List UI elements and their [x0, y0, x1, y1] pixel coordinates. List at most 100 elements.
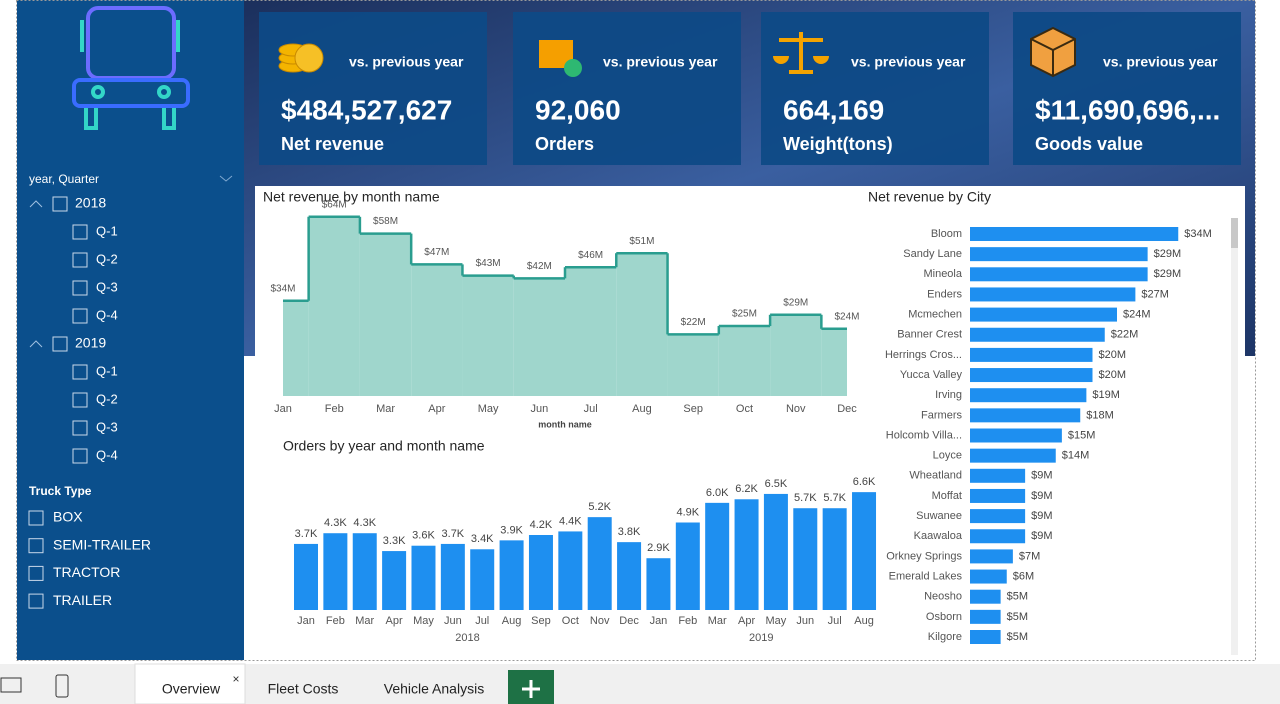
- y-tick-label: Herrings Cros...: [885, 349, 962, 361]
- checkbox[interactable]: [28, 593, 44, 609]
- checkbox[interactable]: [72, 224, 88, 240]
- area-segment: [411, 264, 463, 396]
- area-segment: [462, 275, 514, 396]
- x-tick-label: Aug: [502, 615, 522, 627]
- kpi-value: $11,690,696,...: [1035, 94, 1220, 125]
- collapse-icon[interactable]: [219, 175, 233, 182]
- checkbox[interactable]: [52, 336, 68, 352]
- kpi-comparison: vs. previous year: [851, 54, 966, 70]
- checkbox[interactable]: [72, 364, 88, 380]
- slicer-option: SEMI-TRAILER: [53, 536, 151, 552]
- checkbox[interactable]: [72, 280, 88, 296]
- x-tick-label: Apr: [386, 615, 403, 627]
- x-tick-label: Jun: [444, 615, 462, 627]
- data-label: 4.3K: [324, 517, 347, 529]
- y-tick-label: Farmers: [921, 409, 962, 421]
- package-icon: [1030, 38, 1076, 76]
- data-label: $9M: [1031, 470, 1052, 482]
- checkbox[interactable]: [72, 392, 88, 408]
- checkbox[interactable]: [28, 510, 44, 526]
- x-tick-label: Aug: [854, 615, 874, 627]
- kpi-label: Goods value: [1035, 134, 1143, 154]
- checkbox[interactable]: [72, 252, 88, 268]
- data-label: $19M: [1092, 389, 1120, 401]
- y-tick-label: Wheatland: [909, 470, 962, 482]
- desktop-view-icon[interactable]: [0, 677, 22, 693]
- bar: [970, 368, 1093, 383]
- y-tick-label: Kaawaloa: [914, 530, 963, 542]
- data-label: 3.7K: [295, 528, 318, 540]
- check-icon: [564, 59, 582, 77]
- page-tab[interactable]: Vehicle Analysis: [384, 681, 484, 697]
- x-tick-label: May: [478, 403, 499, 415]
- scrollbar-track[interactable]: [1231, 218, 1238, 655]
- checkbox[interactable]: [52, 196, 68, 212]
- page-tab[interactable]: Fleet Costs: [268, 681, 339, 697]
- y-tick-label: Banner Crest: [897, 329, 962, 341]
- data-label: 6.5K: [765, 478, 788, 490]
- area-segment: [308, 216, 360, 396]
- data-label: $20M: [1099, 369, 1127, 381]
- x-tick-label: Apr: [738, 615, 755, 627]
- bar: [970, 227, 1179, 241]
- slicer-quarter: Q-4: [96, 447, 118, 462]
- bar: [970, 569, 1007, 584]
- bar: [470, 549, 495, 610]
- data-label: $58M: [373, 216, 398, 227]
- data-label: 4.9K: [676, 506, 699, 518]
- bar: [970, 267, 1148, 282]
- bar: [646, 558, 671, 610]
- bar: [587, 517, 612, 610]
- x-tick-label: Sep: [683, 403, 703, 415]
- mobile-view-icon[interactable]: [55, 674, 69, 698]
- expand-icon[interactable]: [29, 200, 43, 208]
- bar: [675, 522, 700, 610]
- x-tick-label: Mar: [376, 403, 395, 415]
- coin-icon: [294, 43, 324, 73]
- checkbox[interactable]: [28, 538, 44, 554]
- data-label: $47M: [424, 247, 449, 258]
- x-tick-label: Feb: [678, 615, 697, 627]
- x-tick-label: Mar: [355, 615, 374, 627]
- canvas-border: [16, 0, 1256, 661]
- data-label: 6.0K: [706, 487, 729, 499]
- area-segment: [616, 253, 668, 396]
- expand-icon[interactable]: [29, 340, 43, 348]
- slicer-option: BOX: [53, 509, 83, 525]
- y-tick-label: Enders: [927, 288, 962, 300]
- slicer-title: Truck Type: [29, 484, 92, 498]
- x-tick-label: Nov: [590, 615, 610, 627]
- data-label: $24M: [834, 311, 859, 322]
- checkbox[interactable]: [28, 565, 44, 581]
- slicer-title: year, Quarter: [29, 172, 99, 186]
- bar: [970, 287, 1136, 302]
- y-tick-label: Sandy Lane: [903, 248, 962, 260]
- data-label: 4.3K: [353, 517, 376, 529]
- data-label: $29M: [1154, 268, 1182, 280]
- scrollbar-thumb[interactable]: [1231, 218, 1238, 248]
- y-tick-label: Moffat: [932, 490, 962, 502]
- data-label: $9M: [1031, 510, 1052, 522]
- data-label: $46M: [578, 250, 603, 261]
- kpi-card: [259, 12, 487, 165]
- x-tick-label: Apr: [428, 403, 445, 415]
- area-segment: [359, 233, 412, 396]
- slicer-quarter: Q-3: [96, 419, 118, 434]
- x-group-label: 2018: [455, 632, 479, 644]
- kpi-value: 92,060: [535, 94, 621, 125]
- data-label: $34M: [270, 283, 295, 294]
- checkbox[interactable]: [72, 420, 88, 436]
- x-tick-label: Jul: [828, 615, 842, 627]
- data-label: $25M: [732, 309, 757, 320]
- checkbox[interactable]: [72, 448, 88, 464]
- bar: [970, 488, 1026, 503]
- checkbox[interactable]: [72, 308, 88, 324]
- data-label: $34M: [1184, 228, 1212, 240]
- slicer-quarter: Q-2: [96, 251, 118, 266]
- slicer-quarter: Q-1: [96, 363, 118, 378]
- bar: [970, 327, 1105, 342]
- page-tab[interactable]: Overview: [162, 681, 221, 697]
- close-tab-icon[interactable]: ×: [232, 672, 239, 686]
- data-label: $22M: [681, 317, 706, 328]
- x-axis-title: month name: [538, 419, 592, 429]
